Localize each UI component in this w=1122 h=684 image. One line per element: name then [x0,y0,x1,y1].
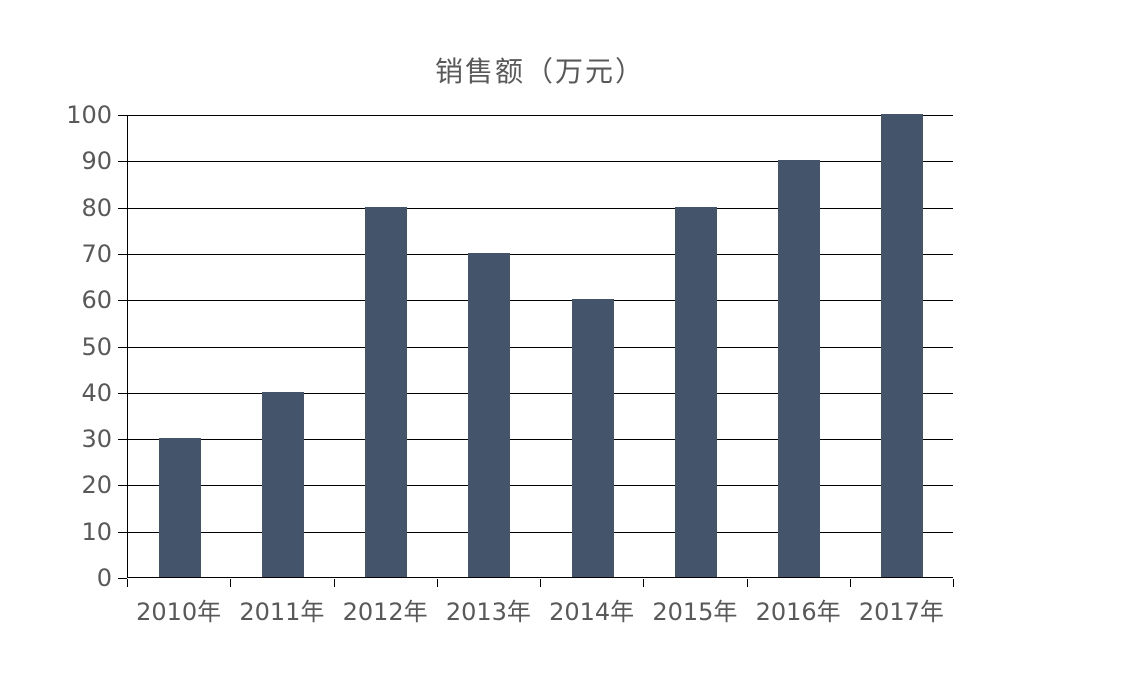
x-tick-0 [127,579,128,587]
y-axis-label-10: 10 [81,517,112,546]
y-axis-label-30: 30 [81,425,112,454]
gridline-80 [128,207,953,209]
x-tick-1 [230,579,232,587]
y-axis-label-100: 100 [66,101,112,129]
y-axis-label-0: 0 [96,564,112,592]
y-tick-80 [118,207,127,209]
gridline-100 [128,115,953,116]
bar-2013 [468,252,511,577]
x-tick-8 [953,579,954,587]
y-axis-label-20: 20 [81,471,112,500]
x-tick-4 [540,579,541,587]
y-axis-label-50: 50 [81,332,112,361]
x-axis-label-2012: 2012年 [342,598,428,626]
gridline-50 [128,346,953,348]
gridline-90 [128,161,953,163]
y-axis-label-60: 60 [81,286,112,315]
gridline-70 [128,253,953,255]
y-tick-70 [118,253,127,255]
y-axis-label-70: 70 [81,239,112,268]
bar-2012 [365,206,408,577]
bar-2016 [778,160,821,577]
x-axis-label-2015: 2015年 [652,598,738,626]
bar-2010 [158,438,201,577]
x-axis-label-2011: 2011年 [239,598,325,626]
gridline-60 [128,300,953,302]
x-axis-label-2013: 2013年 [445,598,531,626]
y-tick-30 [118,439,127,441]
y-axis-label-90: 90 [81,147,112,176]
x-axis-label-2016: 2016年 [755,598,841,626]
x-tick-3 [436,579,438,587]
x-tick-7 [849,579,851,587]
x-axis-label-2014: 2014年 [549,598,635,626]
y-axis-label-40: 40 [81,378,112,407]
x-axis-label-2010: 2010年 [136,598,222,626]
gridline-30 [128,439,953,441]
y-tick-90 [118,161,127,163]
y-axis-label-80: 80 [81,193,112,222]
y-tick-0 [118,578,127,579]
y-tick-40 [118,392,127,394]
x-axis-label-2017: 2017年 [858,598,944,626]
gridline-20 [128,485,953,487]
y-tick-100 [118,115,127,116]
y-tick-10 [118,531,127,533]
y-tick-60 [118,300,127,302]
x-tick-6 [746,579,748,587]
bar-2015 [674,206,717,577]
bar-2011 [261,391,304,577]
gridline-10 [128,531,953,533]
gridline-40 [128,392,953,394]
y-tick-20 [118,485,127,487]
chart-title: 销售额（万元） [434,55,645,88]
bar-2014 [571,299,614,577]
y-tick-50 [118,346,127,348]
bar-2017 [881,114,924,577]
x-tick-2 [333,579,335,587]
plot-area [127,114,953,578]
x-tick-5 [643,579,645,587]
